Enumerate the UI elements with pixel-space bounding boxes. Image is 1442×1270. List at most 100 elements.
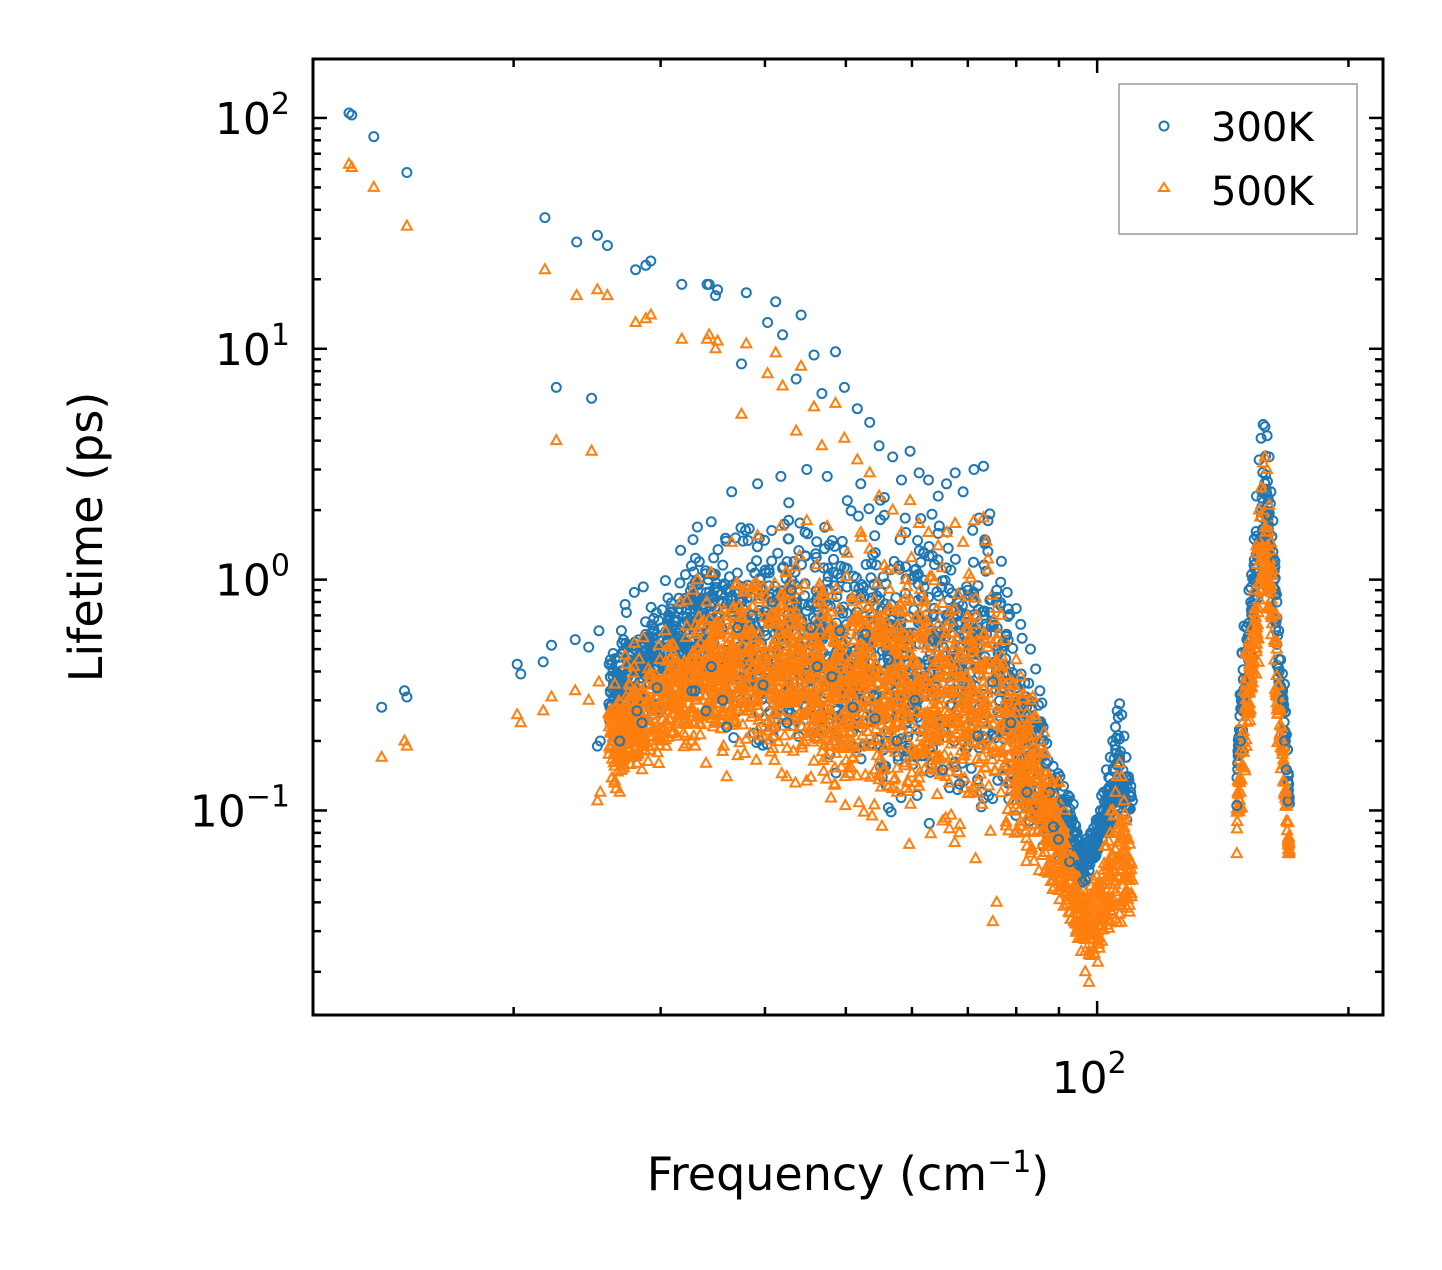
point-500k: [767, 752, 782, 765]
point-500k: [1076, 883, 1091, 896]
point-500k: [964, 681, 979, 694]
point-300k: [1021, 786, 1033, 798]
point-300k: [781, 717, 793, 729]
point-500k: [855, 728, 870, 741]
point-500k: [1014, 726, 1029, 739]
point-500k: [746, 670, 760, 683]
point-500k: [944, 736, 958, 749]
point-500k: [778, 620, 793, 633]
point-300k: [703, 278, 715, 290]
point-500k: [1086, 901, 1100, 914]
point-500k: [820, 669, 835, 682]
point-300k: [1235, 735, 1246, 747]
point-300k: [828, 553, 839, 565]
point-500k: [825, 587, 839, 600]
point-500k: [923, 569, 937, 582]
point-500k: [933, 681, 948, 694]
point-500k: [1271, 706, 1285, 719]
point-300k: [1086, 833, 1098, 845]
point-500k: [1095, 876, 1109, 889]
point-500k: [813, 576, 827, 589]
point-500k: [634, 694, 649, 707]
point-500k: [784, 633, 798, 646]
point-500k: [1000, 691, 1014, 704]
point-500k: [671, 714, 686, 727]
point-300k: [987, 676, 999, 688]
point-300k: [819, 521, 831, 533]
point-500k: [969, 608, 984, 621]
point-300k: [1083, 864, 1095, 876]
point-300k: [511, 658, 523, 670]
point-500k: [739, 731, 753, 744]
point-300k: [614, 669, 626, 681]
point-300k: [1047, 821, 1059, 833]
point-300k: [1015, 618, 1027, 630]
point-300k: [902, 731, 914, 743]
point-500k: [989, 654, 1003, 667]
point-300k: [631, 705, 643, 717]
point-500k: [751, 582, 765, 595]
point-500k: [742, 603, 756, 616]
point-500k: [724, 679, 738, 692]
point-500k: [1050, 844, 1065, 857]
point-500k: [856, 692, 871, 705]
point-300k: [636, 717, 648, 729]
point-500k: [830, 739, 844, 752]
dense-point-bands: [602, 450, 1297, 967]
point-500k: [1275, 746, 1290, 759]
point-500k: [980, 716, 995, 729]
point-500k: [922, 668, 937, 681]
point-500k: [1064, 848, 1078, 861]
point-500k: [656, 712, 670, 725]
point-500k: [887, 679, 901, 692]
point-300k: [689, 685, 701, 697]
point-500k: [907, 652, 922, 665]
point-500k: [592, 674, 606, 687]
point-500k: [1048, 810, 1062, 823]
point-500k: [1234, 772, 1248, 785]
point-500k: [863, 465, 877, 478]
point-500k: [703, 638, 717, 651]
point-500k: [780, 769, 794, 782]
point-500k: [810, 613, 824, 626]
point-300k: [368, 131, 380, 143]
point-500k: [893, 628, 908, 641]
point-500k: [635, 762, 649, 775]
point-500k: [790, 668, 805, 681]
point-300k: [1079, 874, 1091, 886]
point-300k: [746, 561, 758, 573]
point-500k: [982, 778, 996, 791]
point-500k: [806, 734, 820, 747]
point-500k: [972, 755, 987, 768]
point-300k: [931, 586, 943, 598]
point-500k: [748, 649, 762, 662]
point-500k: [714, 721, 728, 734]
point-500k: [832, 601, 846, 614]
point-300k: [912, 568, 924, 580]
point-500k: [894, 681, 908, 694]
point-300k: [878, 509, 890, 521]
point-300k: [757, 739, 769, 751]
point-300k: [1098, 786, 1110, 798]
point-300k: [674, 577, 686, 589]
point-300k: [1001, 586, 1013, 598]
point-500k: [942, 775, 956, 788]
point-300k: [800, 605, 812, 617]
point-500k: [948, 834, 962, 847]
point-500k: [850, 452, 864, 465]
point-300k: [808, 349, 820, 361]
point-500k: [930, 732, 945, 745]
point-300k: [799, 590, 811, 602]
point-500k: [704, 647, 718, 660]
point-300k: [868, 579, 880, 591]
point-500k: [932, 649, 946, 662]
point-500k: [828, 624, 843, 637]
point-500k: [844, 703, 858, 716]
point-300k: [1007, 642, 1019, 654]
point-500k: [983, 823, 998, 836]
point-500k: [1072, 915, 1086, 928]
point-300k: [845, 505, 857, 517]
point-300k: [1115, 746, 1126, 758]
point-300k: [953, 778, 965, 790]
point-300k: [1090, 814, 1102, 826]
